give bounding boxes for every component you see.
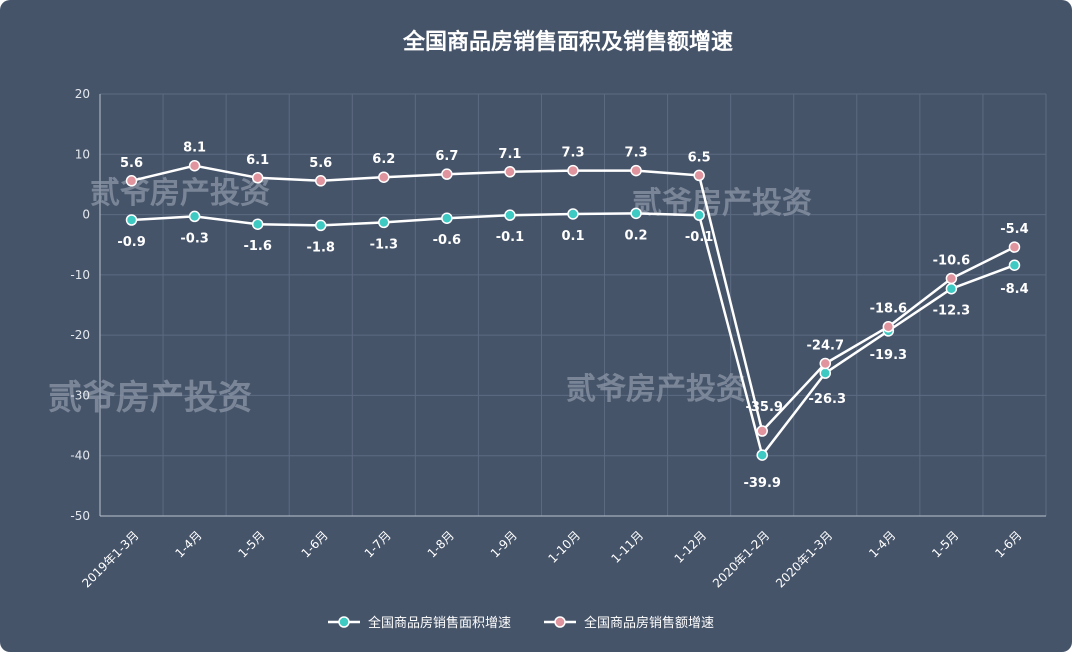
data-label: -0.9 bbox=[117, 235, 145, 250]
legend: 全国商品房销售面积增速 全国商品房销售额增速 bbox=[328, 615, 714, 631]
watermark-text: 贰爷房产投资 bbox=[48, 378, 252, 418]
grid-lines bbox=[99, 93, 1047, 517]
data-label: -0.1 bbox=[685, 230, 713, 245]
data-label: -0.3 bbox=[180, 231, 208, 246]
x-tick-label: 1-8月 bbox=[425, 528, 457, 560]
legend-label: 全国商品房销售面积增速 bbox=[368, 615, 511, 631]
chart-title: 全国商品房销售面积及销售额增速 bbox=[402, 29, 733, 55]
data-label: -8.4 bbox=[1000, 282, 1028, 297]
data-point bbox=[125, 214, 138, 226]
data-point bbox=[1008, 259, 1021, 271]
data-label: -0.6 bbox=[433, 233, 461, 248]
x-tick-label: 1-4月 bbox=[172, 528, 204, 560]
y-tick-label: -50 bbox=[70, 509, 90, 523]
data-label: -26.3 bbox=[809, 392, 846, 407]
data-label: -5.4 bbox=[1000, 222, 1028, 237]
x-tick-label: 1-6月 bbox=[299, 528, 331, 560]
data-label: 6.7 bbox=[435, 149, 458, 164]
data-label: -1.8 bbox=[307, 240, 335, 255]
watermark-text: 贰爷房产投资 bbox=[566, 372, 746, 407]
x-tick-label: 2019年1-3月 bbox=[79, 528, 141, 590]
legend-label: 全国商品房销售额增速 bbox=[584, 615, 714, 631]
data-label: -10.6 bbox=[933, 253, 970, 268]
data-point bbox=[504, 166, 516, 178]
data-point bbox=[945, 272, 958, 285]
legend-marker bbox=[554, 616, 566, 628]
data-point bbox=[756, 425, 768, 437]
data-labels: -0.9 -0.3 -1.6 -1.8 -1.3 -0.6 -0.1 0.1 0.2 -0.1 -3… bbox=[117, 141, 1028, 491]
x-tick-label: 2020年1-2月 bbox=[710, 528, 772, 590]
data-point bbox=[378, 171, 390, 183]
data-label: -35.9 bbox=[745, 400, 782, 415]
y-tick-label: -40 bbox=[70, 449, 90, 463]
data-label: 6.2 bbox=[372, 152, 395, 167]
y-tick-label: -30 bbox=[70, 388, 90, 402]
y-tick-label: -10 bbox=[70, 268, 90, 282]
y-tick-label: 20 bbox=[75, 87, 90, 101]
data-point bbox=[882, 320, 895, 333]
data-point bbox=[188, 210, 201, 223]
data-point bbox=[693, 209, 705, 221]
data-point bbox=[819, 367, 832, 379]
data-label: -1.3 bbox=[370, 237, 398, 252]
data-label: 7.3 bbox=[625, 146, 648, 161]
x-tick-label: 1-4月 bbox=[866, 528, 898, 560]
data-point bbox=[378, 216, 390, 229]
x-axis-ticks: 2019年1-3月 1-4月 1-5月 1-6月 1-7月 1-8月 1-9月 1-10月 1-… bbox=[79, 528, 1024, 590]
data-point bbox=[756, 449, 768, 461]
data-point bbox=[567, 208, 579, 220]
data-label: -39.9 bbox=[743, 476, 780, 491]
x-tick-label: 1-6月 bbox=[992, 528, 1024, 560]
watermark-text: 贰爷房产投资 bbox=[90, 176, 270, 211]
data-label: 8.1 bbox=[183, 141, 206, 156]
data-label: -18.6 bbox=[870, 302, 907, 317]
data-label: 5.6 bbox=[120, 156, 143, 171]
data-point bbox=[693, 169, 705, 182]
data-label: 6.1 bbox=[246, 153, 269, 168]
data-label: -1.6 bbox=[243, 239, 271, 254]
x-tick-label: 1-5月 bbox=[929, 528, 961, 560]
legend-marker bbox=[338, 616, 350, 628]
data-point bbox=[251, 172, 264, 184]
x-tick-label: 1-12月 bbox=[672, 528, 710, 566]
data-label: -0.1 bbox=[496, 230, 524, 245]
x-tick-label: 1-9月 bbox=[488, 528, 520, 560]
data-label: -19.3 bbox=[870, 348, 907, 363]
data-point bbox=[630, 207, 642, 220]
data-point bbox=[567, 164, 579, 177]
data-point bbox=[251, 218, 264, 230]
series-layer bbox=[125, 159, 1021, 461]
y-axis-ticks: 20 10 0 -10 -20 -30 -40 -50 bbox=[70, 87, 90, 523]
x-tick-label: 1-7月 bbox=[362, 528, 394, 560]
x-tick-label: 1-5月 bbox=[236, 528, 268, 560]
data-point bbox=[441, 212, 453, 224]
y-tick-label: -20 bbox=[70, 328, 90, 342]
data-point bbox=[188, 159, 201, 172]
data-label: 5.6 bbox=[309, 156, 332, 171]
watermark-text: 贰爷房产投资 bbox=[632, 186, 812, 221]
data-label: 0.2 bbox=[625, 228, 648, 243]
y-tick-label: 0 bbox=[82, 208, 90, 222]
y-tick-label: 10 bbox=[75, 147, 90, 161]
data-label: 6.5 bbox=[688, 150, 711, 165]
data-point bbox=[314, 219, 327, 232]
data-point bbox=[314, 175, 327, 187]
data-point bbox=[504, 209, 516, 221]
data-point bbox=[441, 168, 453, 180]
data-label: -12.3 bbox=[933, 304, 970, 319]
data-point bbox=[630, 164, 642, 177]
data-point bbox=[819, 357, 832, 370]
data-point bbox=[945, 282, 958, 295]
data-label: -24.7 bbox=[807, 338, 844, 353]
watermark-layer: 贰爷房产投资 贰爷房产投资 贰爷房产投资 贰爷房产投资 bbox=[48, 176, 812, 418]
data-point bbox=[125, 175, 138, 187]
data-label: 7.3 bbox=[561, 146, 584, 161]
data-point bbox=[1008, 241, 1021, 253]
x-tick-label: 2020年1-3月 bbox=[773, 528, 835, 590]
data-label: 0.1 bbox=[561, 229, 584, 244]
x-tick-label: 1-11月 bbox=[609, 528, 647, 566]
data-label: 7.1 bbox=[498, 147, 521, 162]
x-tick-label: 1-10月 bbox=[545, 528, 583, 566]
